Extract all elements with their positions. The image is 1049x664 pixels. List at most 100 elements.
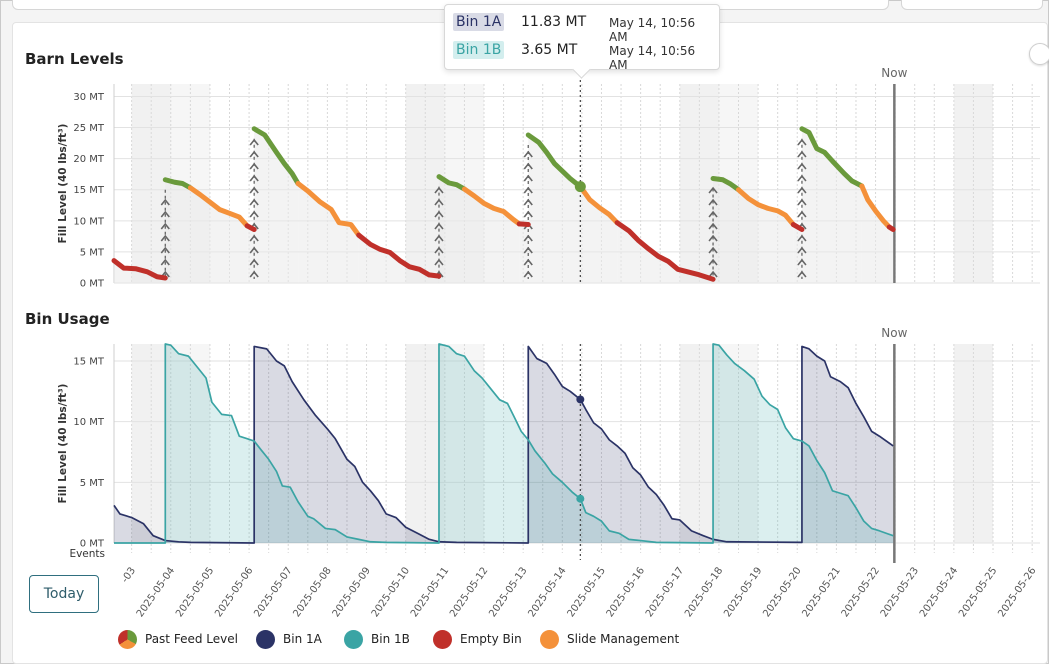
tooltip-value: 11.83 MT bbox=[521, 14, 587, 30]
fill-event-arrow-icon bbox=[708, 198, 718, 206]
bin-line bbox=[114, 343, 894, 544]
fill-event-arrow-icon bbox=[249, 246, 259, 254]
feed-level-segment bbox=[162, 177, 193, 191]
feed-level-segment bbox=[577, 184, 620, 226]
top-panel-right bbox=[901, 0, 1043, 10]
feed-level-segment bbox=[614, 220, 716, 282]
feed-level-area bbox=[738, 189, 794, 283]
x-tick-label: 2025-05-04 bbox=[135, 565, 177, 619]
bin-usage-title: Bin Usage bbox=[25, 310, 110, 328]
now-label: Now bbox=[881, 326, 907, 340]
fill-event-arrow-icon bbox=[249, 162, 259, 170]
feed-level-segment bbox=[461, 186, 522, 227]
feed-level-segment bbox=[799, 126, 865, 189]
tooltip-row-bin-1b: Bin 1B 3.65 MT May 14, 10:56 AM bbox=[453, 41, 715, 72]
x-tick-label: 2025-05-06 bbox=[213, 565, 255, 619]
fill-event-arrow-icon bbox=[249, 198, 259, 206]
tooltip-date: May 14, 10:56 AM bbox=[609, 44, 696, 72]
x-tick-label: 2025-05-19 bbox=[722, 565, 764, 619]
fill-event-arrow-icon bbox=[160, 246, 170, 254]
fill-event-arrow-icon bbox=[797, 150, 807, 158]
fill-event-arrow-icon bbox=[708, 234, 718, 242]
legend-label: Past Feed Level bbox=[145, 632, 238, 646]
hover-marker bbox=[574, 181, 586, 193]
fill-event-arrow-icon bbox=[708, 246, 718, 254]
fill-event-arrow-icon bbox=[708, 222, 718, 230]
feed-level-area bbox=[528, 134, 581, 283]
feed-level-area bbox=[464, 189, 520, 283]
tooltip-value: 3.65 MT bbox=[521, 42, 578, 58]
fill-event-arrow-icon bbox=[523, 210, 533, 218]
fill-event-arrow-icon bbox=[160, 198, 170, 206]
bin-area bbox=[114, 346, 894, 543]
y-tick-label: 25 MT bbox=[73, 123, 105, 134]
hover-marker-bin-1a bbox=[576, 395, 585, 404]
fill-event-arrow-icon bbox=[434, 234, 444, 242]
fill-event-arrow-icon bbox=[797, 138, 807, 146]
fill-event-arrow-icon bbox=[708, 270, 718, 278]
feed-level-area bbox=[713, 178, 739, 283]
y-axis-label: Fill Level (40 lbs/ft³) bbox=[57, 384, 69, 504]
feed-level-area bbox=[861, 185, 890, 283]
y-tick-label: 10 MT bbox=[73, 216, 105, 227]
x-tick-label: 2025-05-14 bbox=[526, 565, 568, 619]
feed-level-area bbox=[801, 128, 862, 283]
fill-event-arrow-icon bbox=[523, 270, 533, 278]
feed-level-area bbox=[438, 176, 465, 283]
x-tick-label: 2025-05-12 bbox=[448, 565, 490, 619]
fill-event-arrow-icon bbox=[797, 210, 807, 218]
feed-level-segment bbox=[295, 181, 362, 238]
x-tick-label: 2025-05-11 bbox=[409, 565, 451, 619]
feed-level-segment bbox=[251, 126, 301, 186]
hover-tooltip: Bin 1A 11.83 MT May 14, 10:56 AM Bin 1B … bbox=[444, 4, 720, 72]
fill-event-arrow-icon bbox=[708, 210, 718, 218]
fill-event-arrow-icon bbox=[160, 234, 170, 242]
fill-event-arrow-icon bbox=[708, 258, 718, 266]
fill-event-arrow-icon bbox=[160, 210, 170, 218]
feed-level-segment bbox=[436, 174, 467, 192]
x-tick-label: 2025-05-08 bbox=[291, 565, 333, 619]
fill-event-arrow-icon bbox=[249, 150, 259, 158]
events-label: Events bbox=[69, 548, 105, 560]
x-tick-label: 2025-05-21 bbox=[801, 565, 843, 619]
feed-level-area bbox=[247, 225, 255, 283]
fill-event-arrow-icon bbox=[523, 258, 533, 266]
x-tick-label: 2025-05-15 bbox=[566, 565, 608, 619]
fill-event-arrow-icon bbox=[523, 186, 533, 194]
fill-event-arrow-icon bbox=[434, 258, 444, 266]
y-tick-label: 20 MT bbox=[73, 154, 105, 165]
fill-event-arrow-icon bbox=[249, 138, 259, 146]
fill-event-arrow-icon bbox=[523, 174, 533, 182]
y-tick-label: 15 MT bbox=[73, 356, 105, 367]
x-tick-label: 2025-05-07 bbox=[252, 565, 294, 619]
feed-level-area bbox=[580, 186, 618, 283]
y-tick-label: 10 MT bbox=[73, 417, 105, 428]
tooltip-bin-badge: Bin 1A bbox=[453, 13, 505, 31]
x-tick-label: 2025-05-23 bbox=[879, 565, 921, 619]
fill-event-arrow-icon bbox=[434, 210, 444, 218]
fill-event-arrow-icon bbox=[434, 186, 444, 194]
y-tick-label: 5 MT bbox=[80, 478, 105, 489]
fill-event-arrow-icon bbox=[708, 186, 718, 194]
settings-toggle[interactable] bbox=[1029, 43, 1049, 65]
fill-event-arrow-icon bbox=[160, 222, 170, 230]
y-axis-label: Fill Level (40 lbs/ft³) bbox=[57, 124, 69, 244]
x-tick-label: 2025-05-16 bbox=[605, 565, 647, 619]
legend-swatch-icon bbox=[344, 630, 363, 649]
fill-event-arrow-icon bbox=[797, 162, 807, 170]
fill-event-arrow-icon bbox=[797, 234, 807, 242]
fill-event-arrow-icon bbox=[797, 270, 807, 278]
y-tick-label: 0 MT bbox=[80, 539, 105, 550]
bin-line bbox=[113, 345, 894, 544]
feed-level-area bbox=[889, 227, 894, 283]
fill-event-arrow-icon bbox=[797, 186, 807, 194]
legend-swatch-icon bbox=[118, 630, 137, 649]
x-tick-label: 2025-05-20 bbox=[761, 565, 803, 619]
feed-level-segment bbox=[710, 176, 742, 193]
today-button[interactable]: Today bbox=[29, 575, 99, 613]
fill-event-arrow-icon bbox=[249, 270, 259, 278]
y-tick-label: 0 MT bbox=[80, 279, 105, 290]
legend-label: Slide Management bbox=[567, 632, 680, 646]
feed-level-area bbox=[165, 179, 191, 283]
tooltip-date: May 14, 10:56 AM bbox=[609, 16, 696, 44]
